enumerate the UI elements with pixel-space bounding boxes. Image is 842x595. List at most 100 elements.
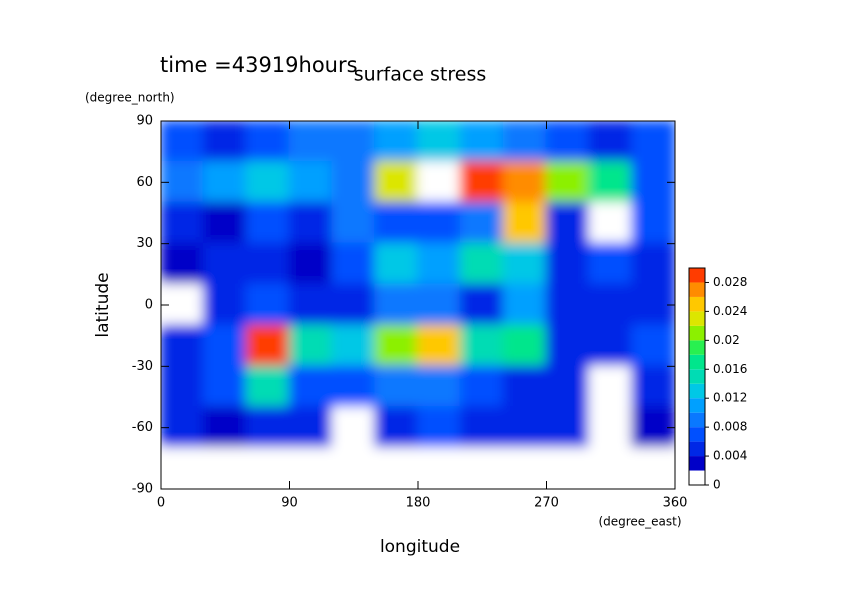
cell — [288, 160, 334, 204]
cell — [374, 283, 419, 327]
cell — [417, 121, 462, 163]
y-unit: (degree_north) — [85, 91, 175, 105]
cell — [631, 324, 675, 368]
colorbar-swatch — [689, 470, 705, 485]
cell — [202, 406, 248, 450]
cell — [545, 242, 591, 286]
cell — [545, 447, 591, 489]
colorbar-swatch — [689, 398, 705, 413]
cell — [202, 324, 248, 368]
cell — [502, 121, 548, 163]
cell — [161, 447, 205, 489]
colorbar-tick-label: 0.024 — [713, 304, 747, 318]
cell — [545, 283, 591, 327]
cell — [288, 406, 334, 450]
colorbar-swatch — [689, 296, 705, 312]
cell — [459, 365, 505, 409]
cell — [459, 201, 505, 245]
x-tick-label: 0 — [157, 496, 165, 511]
cell — [631, 365, 675, 409]
x-axis-label: longitude — [380, 537, 460, 557]
y-tick-label: 0 — [145, 298, 153, 313]
colorbar-swatch — [689, 369, 705, 384]
cell — [161, 365, 205, 409]
cell — [588, 324, 634, 368]
cell — [417, 324, 462, 368]
subtitle: time =43919hours — [160, 53, 358, 77]
cell — [331, 283, 377, 327]
cell — [288, 365, 334, 409]
cell — [245, 160, 291, 204]
cell — [545, 406, 591, 450]
y-tick-label: 30 — [136, 236, 153, 251]
cell — [374, 406, 419, 450]
cell — [459, 283, 505, 327]
colorbar-swatch — [689, 282, 705, 297]
cell — [502, 406, 548, 450]
cell — [417, 242, 462, 286]
cell — [502, 283, 548, 327]
cell — [374, 121, 419, 163]
colorbar-swatch — [689, 441, 705, 457]
colorbar-swatch — [689, 311, 705, 326]
cell — [202, 447, 248, 489]
cell — [502, 365, 548, 409]
cell — [331, 201, 377, 245]
cell — [459, 121, 505, 163]
cell — [202, 160, 248, 204]
cell — [374, 160, 419, 204]
x-tick-label: 270 — [534, 496, 559, 511]
cell — [245, 324, 291, 368]
cell — [245, 201, 291, 245]
y-tick-label: 90 — [136, 114, 153, 129]
cell — [588, 406, 634, 450]
cell — [245, 283, 291, 327]
cell — [417, 447, 462, 489]
colorbar-frame — [688, 267, 706, 486]
cell — [459, 406, 505, 450]
cell — [417, 160, 462, 204]
cell — [459, 160, 505, 204]
cell — [588, 242, 634, 286]
cell — [288, 201, 334, 245]
x-tick-label: 180 — [406, 496, 431, 511]
cell — [631, 242, 675, 286]
cell — [545, 201, 591, 245]
cell — [459, 324, 505, 368]
cell — [288, 447, 334, 489]
y-tick-label: 60 — [136, 175, 153, 190]
y-tick-label: -90 — [132, 482, 153, 497]
x-tick-label: 90 — [281, 496, 298, 511]
x-unit: (degree_east) — [598, 515, 681, 529]
y-tick-label: -60 — [132, 420, 153, 435]
cell — [502, 447, 548, 489]
colorbar-swatch — [689, 268, 705, 283]
cell — [588, 121, 634, 163]
chart-title: surface stress — [354, 64, 487, 86]
cell — [374, 242, 419, 286]
cell — [245, 447, 291, 489]
cell — [245, 406, 291, 450]
colorbar-tick-label: 0.028 — [713, 275, 747, 289]
cell — [417, 201, 462, 245]
cell — [502, 242, 548, 286]
colorbar-tick-label: 0.02 — [713, 333, 740, 347]
colorbar-tick-label: 0.016 — [713, 362, 747, 376]
cell — [331, 242, 377, 286]
cell — [245, 365, 291, 409]
colorbar-tick-label: 0 — [713, 478, 721, 492]
cell — [202, 242, 248, 286]
field — [161, 121, 675, 489]
cell — [588, 283, 634, 327]
cell — [545, 324, 591, 368]
cell — [588, 201, 634, 245]
cell — [502, 160, 548, 204]
x-tick-label: 360 — [663, 496, 688, 511]
colorbar-swatch — [689, 325, 705, 341]
colorbar-swatch — [689, 383, 705, 399]
cell — [288, 242, 334, 286]
colorbar-tick-label: 0.008 — [713, 420, 747, 434]
cell — [161, 242, 205, 286]
cell — [202, 121, 248, 163]
